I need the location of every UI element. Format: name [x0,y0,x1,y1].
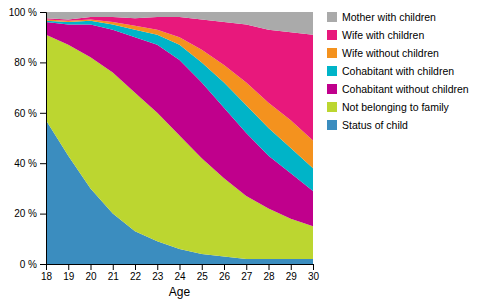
tick: 0 % [20,259,46,270]
legend-swatch [327,12,337,22]
tick-label: 20 [85,271,97,282]
tick-label: 23 [152,271,164,282]
tick: 23 [152,264,164,282]
tick-mark [180,264,181,270]
tick-label: 25 [197,271,209,282]
tick-label: 60 % [14,108,37,119]
tick-label: 0 % [20,259,37,270]
legend-item: Cohabitant without children [327,83,469,95]
chart: 18 19 20 21 22 23 24 25 26 27 28 29 30 0 % 20 % 40 % 60 … [0,0,491,302]
legend-item: Cohabitant with children [327,65,454,77]
legend-item: Wife without children [327,47,439,59]
tick: 25 [197,264,209,282]
tick-mark [269,264,270,270]
tick: 18 [41,264,53,282]
legend-swatch [327,102,337,112]
legend-label: Wife without children [342,47,439,59]
tick-mark [313,264,314,270]
tick: 40 % [14,158,46,169]
tick: 100 % [9,7,46,18]
legend-item: Status of child [327,119,408,131]
tick-label: 22 [130,271,142,282]
tick-label: 18 [41,271,53,282]
tick-mark [113,264,114,270]
tick-mark [40,62,46,63]
tick-label: 21 [108,271,120,282]
x-axis: 18 19 20 21 22 23 24 25 26 27 28 29 30 [41,264,320,282]
tick: 60 % [14,108,46,119]
tick-mark [246,264,247,270]
legend-swatch [327,48,337,58]
y-axis: 0 % 20 % 40 % 60 % 80 % 100 % [9,7,47,270]
tick-mark [91,264,92,270]
tick-mark [40,264,46,265]
tick-label: 19 [63,271,75,282]
x-axis-title: Age [169,285,191,299]
legend-swatch [327,30,337,40]
legend-label: Cohabitant with children [342,65,454,77]
tick-label: 20 % [14,208,37,219]
tick-label: 26 [219,271,231,282]
legend-label: Mother with children [342,11,436,23]
tick: 80 % [14,57,46,68]
legend-item: Wife with children [327,29,424,41]
tick-mark [224,264,225,270]
tick-label: 40 % [14,158,37,169]
legend-label: Not belonging to family [342,101,450,113]
legend-swatch [327,84,337,94]
legend: Mother with children Wife with children Wi… [327,11,469,131]
tick: 26 [219,264,231,282]
tick-label: 29 [286,271,298,282]
tick: 20 [85,264,97,282]
tick-mark [40,214,46,215]
tick-label: 28 [263,271,275,282]
tick: 20 % [14,208,46,219]
axis-line [40,13,47,265]
area [46,12,313,35]
plot-area [46,12,313,264]
tick-mark [157,264,158,270]
tick: 22 [130,264,142,282]
tick: 19 [63,264,75,282]
tick-mark [291,264,292,270]
legend-item: Mother with children [327,11,436,23]
tick-mark [202,264,203,270]
tick: 27 [241,264,253,282]
tick-mark [40,113,46,114]
tick-mark [40,12,46,13]
tick-label: 100 % [9,7,37,18]
area [46,17,313,140]
tick-mark [68,264,69,270]
tick-label: 30 [308,271,320,282]
axis-line [47,265,314,271]
tick-label: 27 [241,271,253,282]
legend-label: Cohabitant without children [342,83,469,95]
tick: 29 [286,264,298,282]
tick: 28 [263,264,275,282]
tick: 30 [308,264,320,282]
legend-item: Not belonging to family [327,101,450,113]
legend-label: Wife with children [342,29,424,41]
legend-label: Status of child [342,119,408,131]
legend-swatch [327,120,337,130]
tick: 24 [174,264,186,282]
tick-mark [135,264,136,270]
legend-swatch [327,66,337,76]
tick-mark [40,163,46,164]
tick-label: 80 % [14,57,37,68]
tick-label: 24 [174,271,186,282]
tick: 21 [108,264,120,282]
